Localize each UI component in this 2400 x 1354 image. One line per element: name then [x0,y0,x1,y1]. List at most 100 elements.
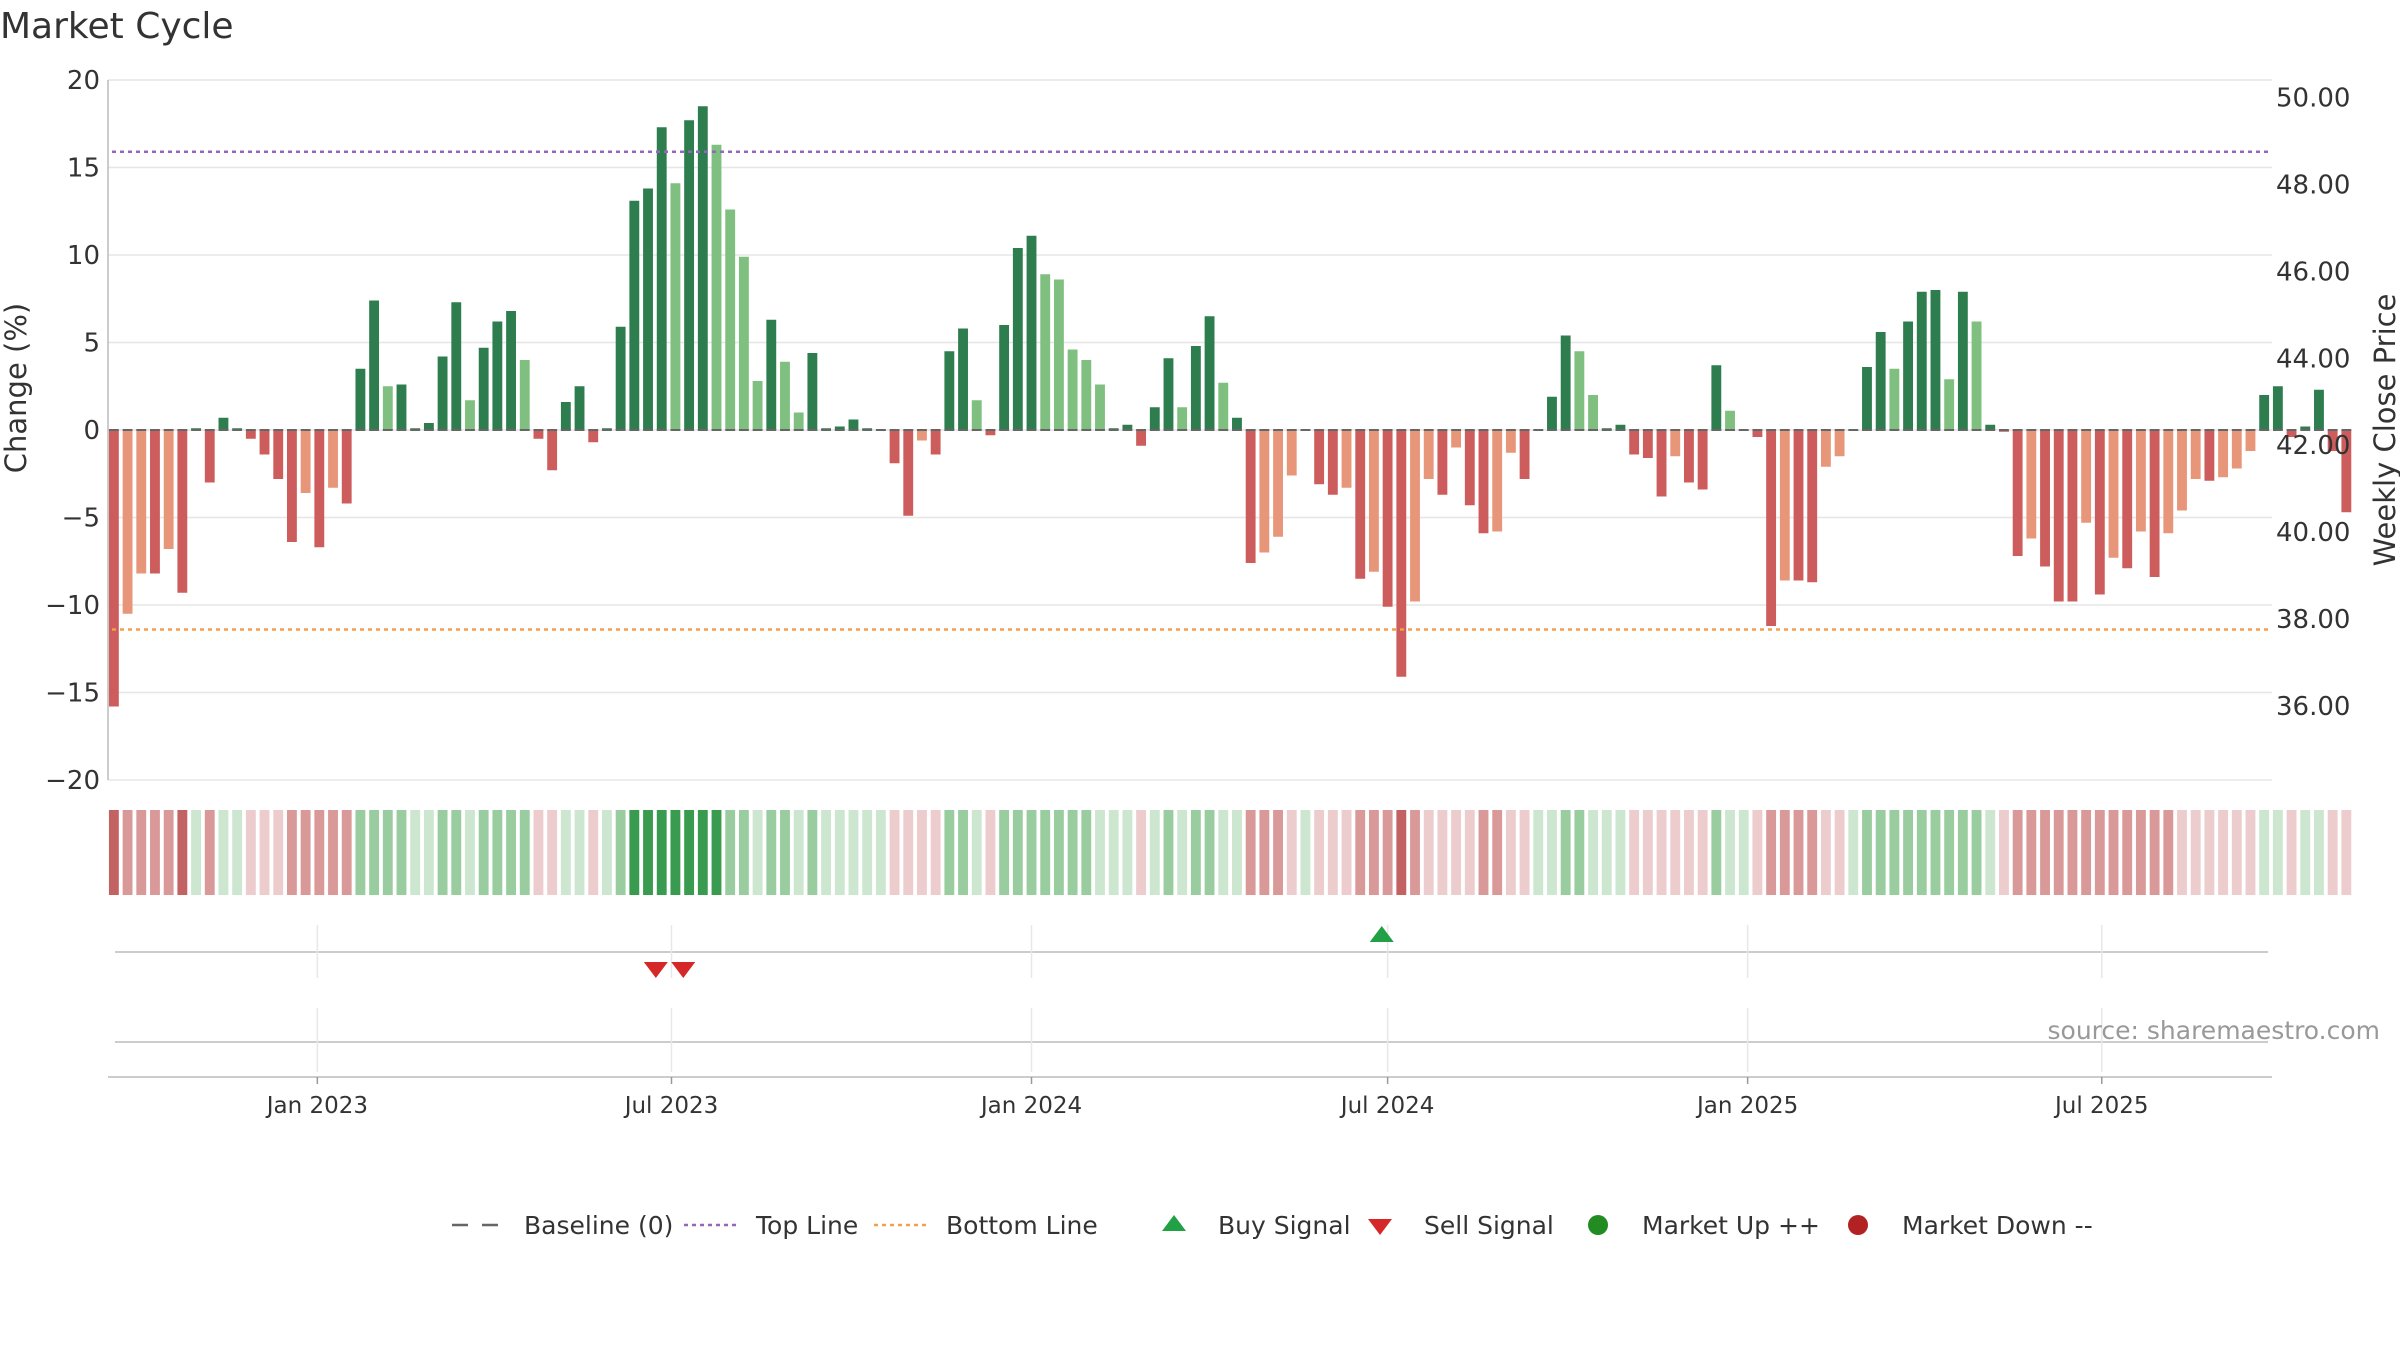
market-phase-cell [944,810,955,895]
change-bar [1903,321,1914,430]
y-tick-label-right: 42.00 [2276,431,2350,461]
market-phase-cell [341,810,352,895]
change-bar [1081,360,1092,430]
change-bar [2259,395,2270,430]
market-phase-cell [1286,810,1297,895]
market-phase-cell [1382,810,1393,895]
legend-label: Market Up ++ [1642,1211,1820,1240]
market-phase-cell [1492,810,1503,895]
legend-symbol-buy-icon [1162,1215,1186,1231]
market-phase-cell [1259,810,1270,895]
market-phase-cell [889,810,900,895]
change-bar [1122,424,1133,430]
change-bar [506,311,516,430]
change-bar [1766,430,1777,626]
change-bar [752,381,763,430]
market-phase-cell [999,810,1010,895]
change-bar [656,127,667,430]
change-bar [2341,430,2352,513]
change-bar [1971,321,1982,430]
market-phase-cell [2067,810,2078,895]
market-phase-cell [1478,810,1489,895]
change-bar [259,430,270,455]
change-bar [1245,430,1256,563]
legend-symbol-market-up-icon [1588,1215,1608,1235]
y-tick-label-left: 0 [83,416,100,446]
market-phase-cell [1711,810,1722,895]
market-phase-cell [862,810,873,895]
change-bar [2231,430,2242,469]
y-tick-label-left: −15 [45,679,100,709]
market-phase-cell [1012,810,1023,895]
change-bar [1615,424,1626,430]
change-bar [903,430,914,516]
change-bar [218,417,229,430]
change-bar [177,430,188,593]
market-phase-cell [328,810,338,895]
change-bar [1642,430,1653,458]
market-phase-cell [2122,810,2133,895]
change-bar [519,360,530,430]
market-phase-cell [684,810,695,895]
market-phase-cell [437,810,448,895]
market-phase-cell [273,810,284,895]
legend-item: Baseline (0) [452,1211,673,1240]
market-phase-cell [1218,810,1229,895]
change-bar [163,430,174,549]
market-phase-cell [451,810,462,895]
legend: Baseline (0) Top Line Bottom Line Buy Signa… [452,1211,2093,1240]
x-tick-label: Jan 2023 [265,1093,368,1119]
change-bar [1382,430,1393,607]
change-bar [1464,430,1475,506]
market-phase-cell [2163,810,2174,895]
change-bar [560,402,571,430]
change-bar [1396,430,1407,677]
market-phase-cell [1040,810,1051,895]
market-phase-cell [1095,810,1105,895]
change-bar [1875,332,1886,430]
change-bar [1547,396,1557,430]
market-phase-cell [643,810,653,895]
change-bar [2067,430,2078,602]
market-phase-cell [834,810,845,895]
legend-symbol-sell-icon [1368,1219,1392,1235]
market-phase-cell [1862,810,1872,895]
market-phase-cell [1273,810,1283,895]
market-phase-cell [1327,810,1338,895]
market-phase-cell [1834,810,1845,895]
change-bar [136,430,147,574]
change-bar [1930,290,1941,430]
market-phase-cell [1190,810,1201,895]
market-phase-cell [2026,810,2037,895]
market-phase-cell [1985,810,1996,895]
market-phase-cell [1464,810,1475,895]
market-phase-cell [1642,810,1653,895]
market-phase-cell [2012,810,2023,895]
market-phase-cell [917,810,927,895]
y-tick-label-left: 10 [67,241,100,271]
y-axis-right-label: Weekly Close Price [2368,294,2400,567]
change-bar [547,430,558,471]
market-phase-cell [1957,810,1968,895]
change-bar [1670,430,1681,457]
market-phase-cell [1588,810,1598,895]
market-phase-cell [985,810,996,895]
signal-panel [115,925,2268,1072]
x-tick-label: Jul 2024 [1339,1093,1435,1119]
y-tick-label-left: −10 [45,591,100,621]
change-bar [1779,430,1790,581]
change-bar [1629,430,1640,455]
market-phase-cell [1629,810,1640,895]
change-bar [341,430,352,504]
change-bar [2218,430,2229,478]
change-bar [670,183,681,430]
market-phase-cell [1505,810,1516,895]
market-phase-cell [465,810,475,895]
market-phase-cell [2135,810,2146,895]
market-phase-cell [369,810,380,895]
market-phase-cell [2218,810,2229,895]
change-bar [1437,430,1448,495]
market-phase-cell [711,810,722,895]
market-phase-cell [848,810,859,895]
